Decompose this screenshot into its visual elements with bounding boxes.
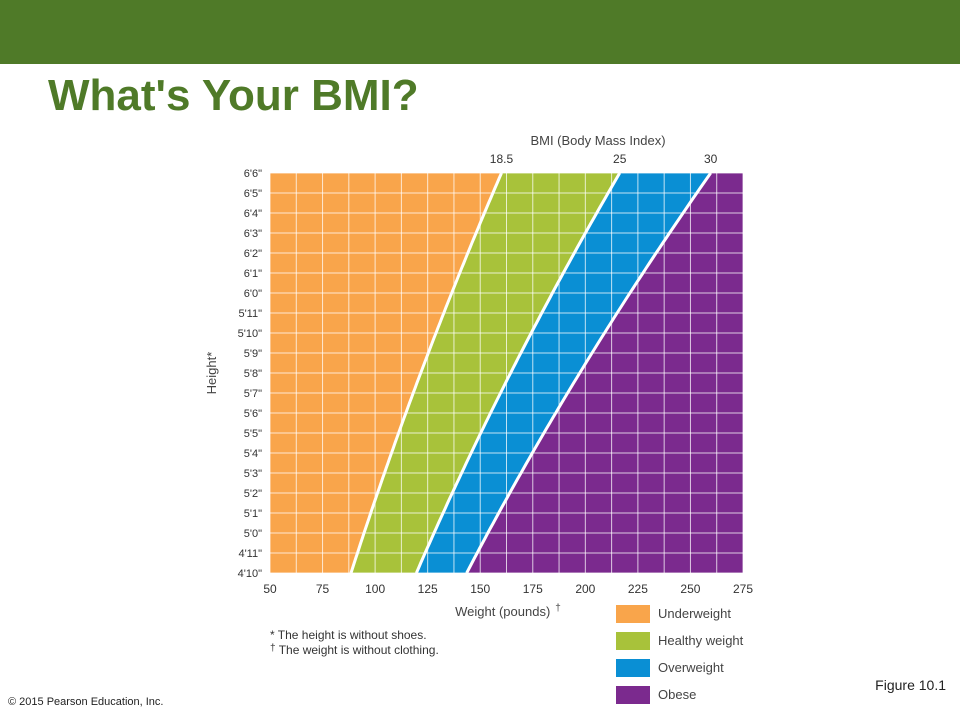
footnote-text: The height is without shoes. bbox=[277, 628, 427, 642]
bmi-threshold-label: 30 bbox=[704, 152, 718, 166]
y-tick-label: 5'6" bbox=[244, 408, 262, 420]
y-tick-label: 5'8" bbox=[244, 368, 262, 380]
bmi-threshold-labels: 18.5 25 30 bbox=[490, 152, 718, 166]
legend-item-healthy-weight: Healthy weight bbox=[616, 627, 743, 654]
y-tick-label: 5'10" bbox=[238, 328, 262, 340]
x-tick-label: 150 bbox=[470, 582, 490, 596]
x-axis-label-mark: † bbox=[555, 603, 561, 614]
x-tick-label: 100 bbox=[365, 582, 385, 596]
x-tick-labels: 50 75 100 125 150 175 200 225 250 275 bbox=[263, 582, 753, 596]
grid-lines bbox=[269, 172, 744, 574]
footnotes: * The height is without shoes. † The wei… bbox=[270, 628, 439, 657]
legend-label: Healthy weight bbox=[658, 633, 744, 648]
legend-swatch bbox=[616, 658, 650, 677]
x-tick-label: 225 bbox=[628, 582, 648, 596]
copyright-notice: © 2015 Pearson Education, Inc. bbox=[8, 696, 164, 708]
x-axis-label: Weight (pounds) † bbox=[455, 603, 561, 619]
footnote-height: * The height is without shoes. bbox=[270, 628, 439, 642]
chart-legend: Underweight Healthy weight Overweight Ob… bbox=[616, 600, 743, 708]
bmi-boundary-30 bbox=[465, 173, 712, 573]
y-tick-label: 6'3" bbox=[244, 228, 262, 240]
x-tick-label: 50 bbox=[263, 582, 277, 596]
x-tick-label: 75 bbox=[316, 582, 330, 596]
y-tick-label: 5'4" bbox=[244, 448, 262, 460]
y-tick-label: 5'0" bbox=[244, 528, 262, 540]
y-tick-label: 6'2" bbox=[244, 248, 262, 260]
y-tick-label: 6'1" bbox=[244, 268, 262, 280]
y-tick-label: 5'5" bbox=[244, 428, 262, 440]
legend-label: Overweight bbox=[658, 660, 724, 675]
y-tick-label: 5'7" bbox=[244, 388, 262, 400]
x-tick-label: 125 bbox=[418, 582, 438, 596]
x-tick-label: 275 bbox=[733, 582, 753, 596]
y-tick-label: 6'5" bbox=[244, 188, 262, 200]
footnote-symbol: † bbox=[270, 643, 276, 654]
y-tick-label: 4'11" bbox=[238, 548, 262, 560]
legend-item-overweight: Overweight bbox=[616, 654, 743, 681]
legend-item-obese: Obese bbox=[616, 681, 743, 708]
bmi-threshold-label: 25 bbox=[613, 152, 627, 166]
bmi-boundary-18.5 bbox=[349, 173, 503, 573]
x-tick-label: 175 bbox=[523, 582, 543, 596]
x-tick-label: 250 bbox=[680, 582, 700, 596]
top-banner bbox=[0, 0, 960, 64]
y-axis-label: Height* bbox=[204, 352, 219, 395]
legend-label: Obese bbox=[658, 687, 697, 702]
legend-label: Underweight bbox=[658, 606, 731, 621]
figure-label: Figure 10.1 bbox=[875, 677, 946, 693]
bmi-threshold-label: 18.5 bbox=[490, 152, 514, 166]
y-tick-label: 5'3" bbox=[244, 468, 262, 480]
chart-title: BMI (Body Mass Index) bbox=[530, 133, 665, 148]
x-axis-label-text: Weight (pounds) bbox=[455, 604, 550, 619]
bmi-boundaries bbox=[349, 173, 712, 573]
legend-swatch bbox=[616, 685, 650, 704]
y-tick-label: 6'6" bbox=[244, 168, 262, 180]
y-tick-label: 6'4" bbox=[244, 208, 262, 220]
footnote-weight: † The weight is without clothing. bbox=[270, 642, 439, 657]
footnote-text: The weight is without clothing. bbox=[278, 643, 439, 657]
y-tick-label: 5'9" bbox=[244, 348, 262, 360]
y-tick-label: 5'11" bbox=[238, 308, 262, 320]
y-tick-labels: 4'10" 4'11" 5'0" 5'1" 5'2" 5'3" 5'4" 5'5" 5'6" 5'… bbox=[238, 168, 262, 580]
x-tick-label: 200 bbox=[575, 582, 595, 596]
legend-swatch bbox=[616, 604, 650, 623]
bmi-boundary-25 bbox=[415, 173, 621, 573]
legend-swatch bbox=[616, 631, 650, 650]
y-tick-label: 5'2" bbox=[244, 488, 262, 500]
y-tick-label: 6'0" bbox=[244, 288, 262, 300]
legend-item-underweight: Underweight bbox=[616, 600, 743, 627]
slide-title: What's Your BMI? bbox=[48, 71, 419, 120]
y-tick-label: 5'1" bbox=[244, 508, 262, 520]
y-tick-label: 4'10" bbox=[238, 568, 262, 580]
footnote-symbol: * bbox=[270, 628, 275, 642]
